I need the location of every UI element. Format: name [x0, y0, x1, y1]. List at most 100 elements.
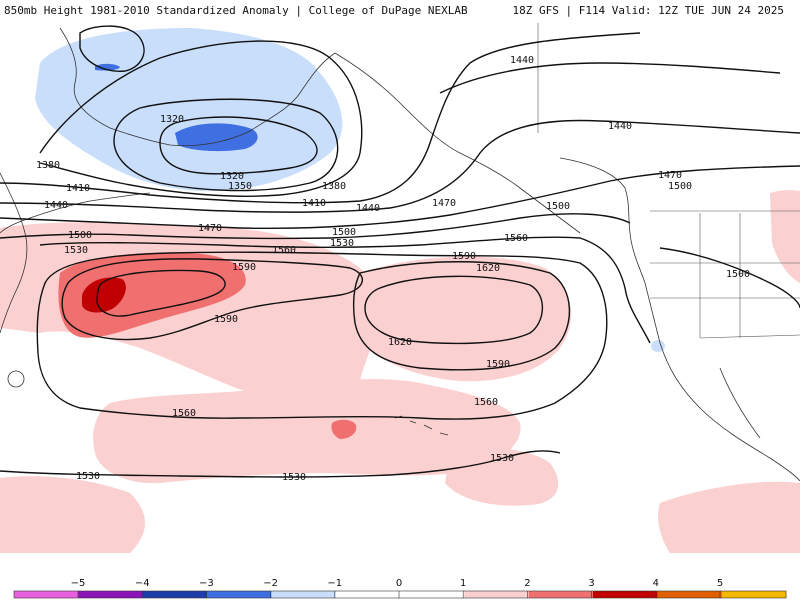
alaska-coastline	[59, 27, 336, 147]
contour-label: 1410	[302, 198, 326, 209]
contour-label: 1440	[608, 121, 632, 132]
contour-1410	[0, 32, 641, 204]
contour-label: 1320	[220, 171, 244, 182]
model-run-info: 18Z GFS | F114 Valid: 12Z TUE JUN 24 202…	[512, 4, 784, 17]
anomaly-area-pos1-southwest	[0, 476, 145, 553]
anomaly-area-pos1-southeast	[445, 447, 559, 506]
contour-1590-east	[352, 261, 571, 371]
contour-label: 1500	[668, 181, 692, 192]
us-mexico-border	[699, 334, 800, 339]
contour-label: 1470	[198, 223, 222, 234]
legend-tick-label: 3	[588, 578, 594, 589]
contour-label: 1500	[546, 201, 570, 212]
contour-label: 1530	[76, 471, 100, 482]
legend-color-segment	[464, 591, 530, 598]
legend-color-segment	[78, 591, 144, 598]
alaska-panhandle	[334, 52, 581, 234]
contour-label: 1590	[232, 262, 256, 273]
contour-label: 1410	[66, 183, 90, 194]
contour-label: 1530	[330, 238, 354, 249]
political-boundaries	[537, 23, 800, 339]
contour-1470	[0, 165, 800, 230]
legend-outline	[13, 590, 787, 599]
legend-tick-label: −5	[71, 578, 86, 589]
contour-1350	[113, 98, 339, 192]
anomaly-area-pos1-coast	[770, 190, 800, 283]
contour-label: 1380	[322, 181, 346, 192]
legend-tick-label: −1	[327, 578, 342, 589]
contour-label: 1590	[214, 314, 238, 325]
positive-anomaly-shading	[0, 190, 800, 553]
contour-label: 1560	[504, 233, 528, 244]
island-marker	[7, 370, 25, 388]
legend-color-segment	[657, 591, 723, 598]
contour-label: 1530	[282, 472, 306, 483]
legend-color-segment	[142, 591, 208, 598]
contour-label: 1530	[490, 453, 514, 464]
legend-tick-label: 4	[653, 578, 659, 589]
contour-label: 1440	[44, 200, 68, 211]
contour-label: 1500	[332, 227, 356, 238]
contour-label: 1560	[272, 245, 296, 256]
legend-color-segment	[593, 591, 658, 598]
contour-labels: 1440 1440 1320 1320 1350 1380 1380 1410 …	[36, 55, 750, 483]
legend-tick-marks: −5 −4 −3 −2 −1 0 1 2 3 4 5	[71, 578, 723, 598]
contour-label: 1440	[510, 55, 534, 66]
canada-coast	[559, 157, 646, 284]
anomaly-area-pos2-hawaii	[331, 419, 357, 439]
height-contours	[0, 25, 800, 478]
legend-tick-label: 5	[717, 578, 723, 589]
legend-tick-label: −3	[199, 578, 214, 589]
contour-label: 1590	[486, 359, 510, 370]
anomaly-area-neg2-small	[95, 63, 120, 71]
anomaly-area-pos1-south	[93, 379, 521, 484]
contour-label: 1620	[476, 263, 500, 274]
anomaly-area-neg1-coast	[651, 340, 665, 352]
contour-1620	[364, 275, 544, 345]
contour-1530-south	[0, 450, 561, 478]
anomaly-area-pos2	[58, 252, 246, 338]
contour-label: 1350	[228, 181, 252, 192]
contour-1320-arctic	[79, 25, 145, 72]
contour-label: 1560	[474, 397, 498, 408]
legend-tick-label: 2	[524, 578, 530, 589]
contour-label: 1500	[726, 269, 750, 280]
contour-label: 1530	[64, 245, 88, 256]
contour-1590-west	[61, 258, 363, 341]
legend-color-segment	[528, 591, 594, 598]
baja-peninsula	[719, 367, 761, 439]
anomaly-area-pos3	[82, 277, 126, 313]
contour-1560	[36, 251, 608, 420]
anomaly-area-pos1-far-se	[658, 481, 800, 553]
contour-1530	[39, 236, 651, 344]
contour-1440-north	[439, 62, 781, 94]
legend-color-segment	[721, 591, 787, 598]
anomaly-area-pos1-east	[353, 256, 572, 382]
kamchatka-coast	[0, 172, 28, 334]
aleutian-arc	[0, 192, 151, 234]
legend-tick-label: 0	[396, 578, 402, 589]
anomaly-area-neg2-main	[175, 123, 258, 152]
contour-1320	[159, 116, 318, 175]
contour-label: 1470	[658, 170, 682, 181]
map-title: 850mb Height 1981-2010 Standardized Anom…	[4, 4, 468, 17]
legend-color-segment	[400, 591, 465, 598]
contour-1440	[0, 119, 800, 213]
legend-color-segment	[14, 591, 79, 598]
contour-label: 1560	[172, 408, 196, 419]
contour-label: 1440	[356, 203, 380, 214]
legend-color-segment	[271, 591, 337, 598]
legend-color-bar	[13, 590, 787, 599]
legend-tick-label: 1	[460, 578, 466, 589]
legend-color-segment	[335, 591, 401, 598]
contour-1590-inner	[96, 269, 226, 317]
anomaly-area-neg1b	[230, 49, 310, 90]
contour-label: 1620	[388, 337, 412, 348]
legend-tick-label: −4	[135, 578, 150, 589]
us-west-coast	[644, 282, 800, 482]
contour-label: 1500	[68, 230, 92, 241]
negative-anomaly-shading	[35, 28, 665, 352]
legend-tick-label: −2	[263, 578, 278, 589]
contour-label: 1590	[452, 251, 476, 262]
